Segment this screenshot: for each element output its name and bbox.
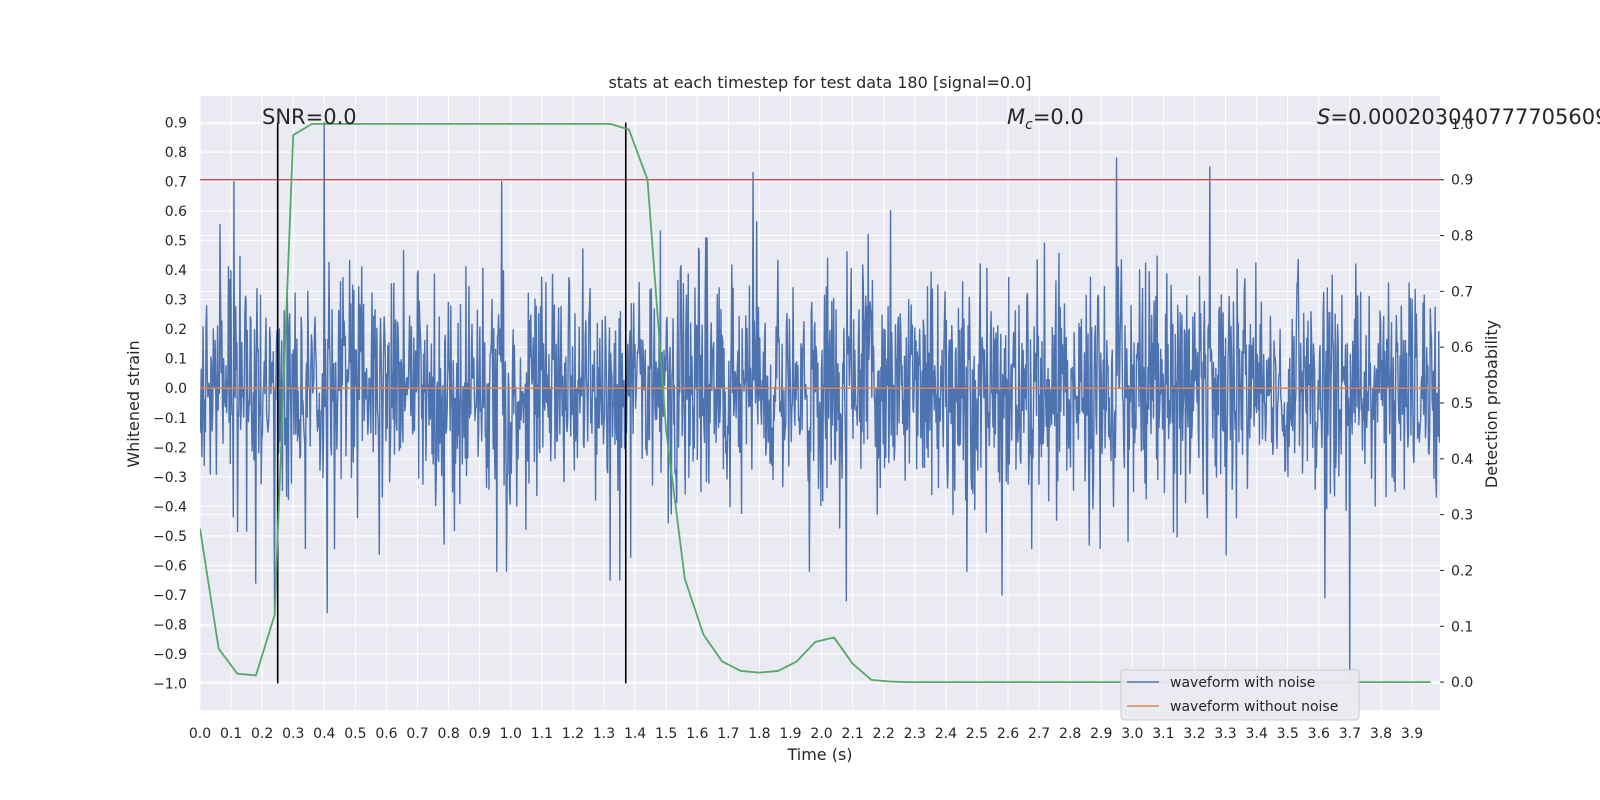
legend-label-clean: waveform without noise xyxy=(1170,699,1338,715)
x-tick-label: 1.5 xyxy=(655,726,677,742)
y-tick-label: 0.9 xyxy=(165,116,187,132)
x-axis-ticks: 0.0 0.1 0.2 0.3 0.4 0.5 0.6 0.7 0.8 0.9 1.0 1.1 1.2 1… xyxy=(189,726,1423,742)
x-tick-label: 3.9 xyxy=(1401,726,1423,742)
x-tick-label: 0.6 xyxy=(375,726,397,742)
x-tick-label: 1.6 xyxy=(686,726,708,742)
y-tick-label: −0.4 xyxy=(153,499,187,515)
y-tick-label: 0.1 xyxy=(165,352,187,368)
y2-tick-label: 1.0 xyxy=(1451,117,1473,133)
x-tick-label: 0.4 xyxy=(313,726,335,742)
y-tick-label: −1.0 xyxy=(153,676,187,692)
y2-tick-label: 0.7 xyxy=(1451,284,1473,300)
s-value: =0.00020304077770560 xyxy=(1330,105,1595,129)
x-tick-label: 1.7 xyxy=(717,726,739,742)
x-tick-label: 0.5 xyxy=(344,726,366,742)
s-trailing: 9 xyxy=(1595,105,1600,129)
x-tick-label: 2.7 xyxy=(1028,726,1050,742)
x-tick-label: 3.0 xyxy=(1121,726,1143,742)
y2-axis-label: Detection probability xyxy=(1482,320,1501,488)
y2-tick-label: 0.6 xyxy=(1451,340,1473,356)
x-tick-label: 1.1 xyxy=(531,726,553,742)
x-tick-label: 3.4 xyxy=(1246,726,1268,742)
mc-annotation: Mc=0.0 xyxy=(1007,105,1084,133)
y-tick-label: −0.6 xyxy=(153,558,187,574)
x-tick-label: 1.8 xyxy=(748,726,770,742)
y-tick-label: −0.7 xyxy=(153,588,187,604)
x-tick-label: 2.5 xyxy=(966,726,988,742)
annotation-s: S=0.000203040777705609 xyxy=(1317,105,1600,129)
annotation-mc: Mc=0.0 xyxy=(1007,105,1084,133)
x-tick-label: 2.3 xyxy=(904,726,926,742)
y2-tick-label: 0.9 xyxy=(1451,173,1473,189)
x-tick-label: 3.8 xyxy=(1370,726,1392,742)
y-tick-label: 0.4 xyxy=(165,263,187,279)
series-waveform-with-noise xyxy=(200,121,1440,685)
x-tick-label: 0.3 xyxy=(282,726,304,742)
x-axis-label: Time (s) xyxy=(786,745,852,764)
x-tick-label: 1.2 xyxy=(562,726,584,742)
x-tick-label: 3.2 xyxy=(1183,726,1205,742)
x-tick-label: 1.9 xyxy=(779,726,801,742)
y-tick-label: 0.6 xyxy=(165,204,187,220)
x-tick-label: 1.4 xyxy=(624,726,646,742)
x-tick-label: 3.5 xyxy=(1277,726,1299,742)
mc-symbol: M xyxy=(1007,105,1025,129)
x-tick-label: 0.7 xyxy=(406,726,428,742)
x-tick-label: 2.9 xyxy=(1090,726,1112,742)
x-tick-label: 3.6 xyxy=(1308,726,1330,742)
y-axis-label: Whitened strain xyxy=(124,340,143,467)
y2-axis-ticks: 1.0 0.9 0.8 0.7 0.6 0.5 0.4 0.3 0.2 0.1 0.0 xyxy=(1440,117,1473,691)
x-tick-label: 0.1 xyxy=(220,726,242,742)
chart-title: stats at each timestep for test data 180… xyxy=(608,73,1031,92)
y-tick-label: −0.8 xyxy=(153,617,187,633)
x-tick-label: 1.3 xyxy=(593,726,615,742)
y2-tick-label: 0.5 xyxy=(1451,396,1473,412)
s-annotation: S=0.000203040777705609 xyxy=(1317,105,1600,129)
x-tick-label: 2.4 xyxy=(935,726,957,742)
legend: waveform with noise waveform without noi… xyxy=(1120,669,1360,721)
x-tick-label: 0.2 xyxy=(251,726,273,742)
mc-subscript: c xyxy=(1025,117,1033,133)
legend-box xyxy=(1120,669,1360,721)
grid xyxy=(199,96,1440,710)
x-tick-label: 3.3 xyxy=(1214,726,1236,742)
x-tick-label: 2.1 xyxy=(841,726,863,742)
y-tick-label: 0.0 xyxy=(165,381,187,397)
x-tick-label: 0.8 xyxy=(437,726,459,742)
y-tick-label: −0.5 xyxy=(153,529,187,545)
y-axis-ticks: 0.9 0.8 0.7 0.6 0.5 0.4 0.3 0.2 0.1 0.0 −0.1 −0.2 −0… xyxy=(153,116,187,693)
y2-tick-label: 0.3 xyxy=(1451,508,1473,524)
x-tick-label: 2.2 xyxy=(873,726,895,742)
x-tick-label: 3.7 xyxy=(1339,726,1361,742)
y2-tick-label: 0.1 xyxy=(1451,619,1473,635)
x-tick-label: 2.8 xyxy=(1059,726,1081,742)
annotation-snr: SNR=0.0 xyxy=(262,105,357,129)
y2-tick-label: 0.2 xyxy=(1451,563,1473,579)
x-tick-label: 0.0 xyxy=(189,726,211,742)
y-tick-label: 0.5 xyxy=(165,234,187,250)
x-tick-label: 3.1 xyxy=(1152,726,1174,742)
mc-value: =0.0 xyxy=(1033,105,1084,129)
y-tick-label: 0.7 xyxy=(165,175,187,191)
y2-tick-label: 0.0 xyxy=(1451,675,1473,691)
y-tick-label: −0.1 xyxy=(153,411,187,427)
y-tick-label: 0.3 xyxy=(165,293,187,309)
snr-annotation: SNR=0.0 xyxy=(262,105,357,129)
legend-label-noise: waveform with noise xyxy=(1170,675,1315,691)
s-symbol: S xyxy=(1317,105,1330,129)
y-tick-label: 0.8 xyxy=(165,145,187,161)
y2-tick-label: 0.4 xyxy=(1451,452,1473,468)
y2-tick-label: 0.8 xyxy=(1451,229,1473,245)
y-tick-label: −0.2 xyxy=(153,440,187,456)
y-tick-label: −0.3 xyxy=(153,470,187,486)
x-tick-label: 2.6 xyxy=(997,726,1019,742)
x-tick-label: 0.9 xyxy=(469,726,491,742)
y-tick-label: −0.9 xyxy=(153,647,187,663)
y-tick-label: 0.2 xyxy=(165,322,187,338)
x-tick-label: 1.0 xyxy=(500,726,522,742)
x-tick-label: 2.0 xyxy=(810,726,832,742)
